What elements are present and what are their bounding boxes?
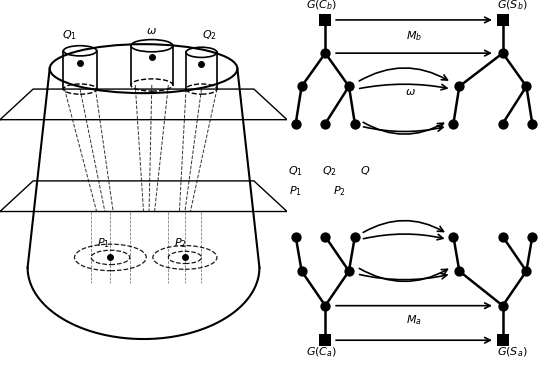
Point bbox=[455, 268, 464, 274]
Point bbox=[449, 121, 458, 126]
Point bbox=[522, 83, 531, 89]
Point bbox=[321, 50, 330, 56]
Text: $Q_1$: $Q_1$ bbox=[61, 28, 77, 42]
Text: $\omega$: $\omega$ bbox=[146, 26, 157, 36]
Point bbox=[297, 83, 306, 89]
Point bbox=[455, 83, 464, 89]
Text: $G(S_b)$: $G(S_b)$ bbox=[497, 0, 528, 12]
Polygon shape bbox=[0, 89, 287, 120]
Point bbox=[498, 337, 507, 343]
Point bbox=[351, 121, 359, 126]
Text: $Q_2$: $Q_2$ bbox=[322, 164, 337, 178]
Point bbox=[498, 50, 507, 56]
Text: $P_2$: $P_2$ bbox=[174, 236, 187, 250]
Point bbox=[498, 303, 507, 309]
Point bbox=[449, 234, 458, 240]
Point bbox=[344, 268, 353, 274]
Text: $P_1$: $P_1$ bbox=[289, 184, 302, 198]
Text: $P_2$: $P_2$ bbox=[333, 184, 346, 198]
Point bbox=[498, 17, 507, 23]
Point bbox=[351, 234, 359, 240]
Point bbox=[528, 234, 537, 240]
Point bbox=[291, 234, 300, 240]
Point bbox=[321, 121, 330, 126]
Point bbox=[321, 303, 330, 309]
Point bbox=[498, 121, 507, 126]
Text: $G(S_a)$: $G(S_a)$ bbox=[497, 346, 528, 359]
Point bbox=[321, 337, 330, 343]
Text: $Q_2$: $Q_2$ bbox=[203, 28, 217, 42]
Point bbox=[291, 121, 300, 126]
Text: $M_b$: $M_b$ bbox=[406, 29, 422, 43]
Point bbox=[528, 121, 537, 126]
Text: $Q$: $Q$ bbox=[359, 164, 370, 177]
Polygon shape bbox=[0, 181, 287, 212]
Text: $Q_1$: $Q_1$ bbox=[288, 164, 303, 178]
Point bbox=[344, 83, 353, 89]
Point bbox=[321, 17, 330, 23]
Text: $\omega$: $\omega$ bbox=[405, 87, 416, 97]
Point bbox=[321, 234, 330, 240]
Point bbox=[522, 268, 531, 274]
Text: $P_1$: $P_1$ bbox=[97, 236, 109, 250]
Text: $M_a$: $M_a$ bbox=[406, 314, 422, 327]
Point bbox=[498, 234, 507, 240]
Text: $G(C_b)$: $G(C_b)$ bbox=[306, 0, 337, 12]
Text: $G(C_a)$: $G(C_a)$ bbox=[306, 346, 337, 359]
Point bbox=[297, 268, 306, 274]
